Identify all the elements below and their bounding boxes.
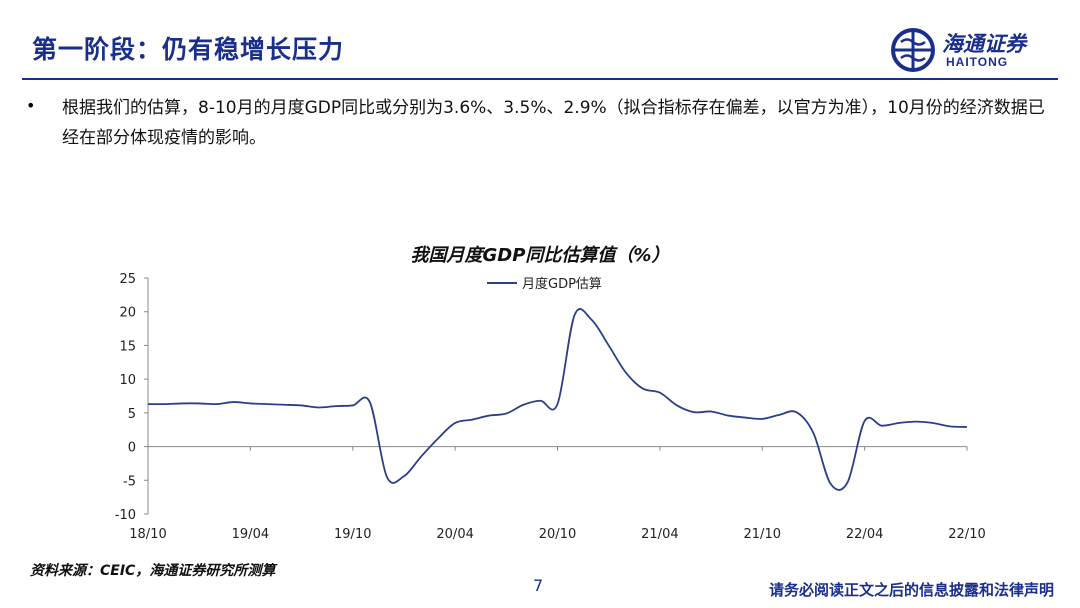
slide-title: 第一阶段：仍有稳增长压力 <box>32 35 345 64</box>
x-tick-label: 19/04 <box>232 527 269 542</box>
series-point <box>829 482 831 484</box>
y-tick-label: 15 <box>119 339 136 354</box>
series-point <box>454 422 456 424</box>
y-tick-label: -10 <box>115 508 136 523</box>
x-tick-label: 21/10 <box>744 527 781 542</box>
series-point <box>846 481 848 483</box>
series-point <box>232 401 234 403</box>
source-note: 资料来源：CEIC，海通证券研究所测算 <box>30 563 276 579</box>
series-point <box>880 424 882 426</box>
series-point <box>949 425 951 427</box>
legend-label: 月度GDP估算 <box>522 276 602 292</box>
series-point <box>932 422 934 424</box>
page-number: 7 <box>533 576 544 595</box>
y-tick-label: 0 <box>128 441 136 456</box>
series-point <box>403 475 405 477</box>
series-point <box>761 418 763 420</box>
x-tick-label: 20/04 <box>436 527 473 542</box>
series-point <box>898 422 900 424</box>
disclaimer-link[interactable]: 请务必阅读正文之后的信息披露和法律声明 <box>768 581 1054 599</box>
series-point <box>573 314 575 316</box>
y-tick-label: 25 <box>119 272 136 287</box>
x-tick-label: 19/10 <box>334 527 371 542</box>
x-tick-label: 22/04 <box>846 527 883 542</box>
y-tick-label: 10 <box>119 373 136 388</box>
y-tick-label: 20 <box>119 306 136 321</box>
series-point <box>283 404 285 406</box>
series-point <box>198 402 200 404</box>
series-point <box>522 404 524 406</box>
company-logo: 海通证券 HAITONG <box>888 26 1058 74</box>
series-point <box>386 476 388 478</box>
x-tick-label: 18/10 <box>129 527 166 542</box>
series-point <box>369 401 371 403</box>
y-tick-label: -5 <box>123 474 136 489</box>
series-point <box>317 406 319 408</box>
series-point <box>778 414 780 416</box>
series-point <box>607 344 609 346</box>
series-point <box>164 403 166 405</box>
series-point <box>266 403 268 405</box>
series-point <box>863 420 865 422</box>
series-point <box>915 420 917 422</box>
series-point <box>488 414 490 416</box>
series-point <box>505 412 507 414</box>
series-point <box>539 400 541 402</box>
series-point <box>727 414 729 416</box>
series-point <box>147 403 149 405</box>
series-point <box>181 402 183 404</box>
haitong-logo-icon <box>891 28 935 72</box>
bullet-text: 根据我们的估算，8-10月的月度GDP同比或分别为3.6%、3.5%、2.9%（… <box>62 98 1045 148</box>
series-point <box>471 418 473 420</box>
series-point <box>625 371 627 373</box>
series-point <box>659 391 661 393</box>
series-point <box>710 410 712 412</box>
series-point <box>352 404 354 406</box>
series-point <box>420 455 422 457</box>
series-point <box>744 416 746 418</box>
series-point <box>556 403 558 405</box>
series-point <box>676 404 678 406</box>
series-point <box>590 319 592 321</box>
series-point <box>437 437 439 439</box>
title-divider <box>22 78 1058 80</box>
series-point <box>300 404 302 406</box>
chart-title: 我国月度GDP同比估算值（%） <box>410 245 670 266</box>
x-tick-label: 20/10 <box>539 527 576 542</box>
series-point <box>812 432 814 434</box>
x-tick-label: 22/10 <box>948 527 985 542</box>
series-point <box>795 411 797 413</box>
logo-english-text: HAITONG <box>946 55 1009 69</box>
series-point <box>334 405 336 407</box>
series-point <box>693 411 695 413</box>
series-point <box>642 387 644 389</box>
series-point <box>966 426 968 428</box>
series-line-gdp <box>147 308 968 491</box>
series-point <box>249 402 251 404</box>
y-tick-label: 5 <box>128 407 136 422</box>
logo-chinese-text: 海通证券 <box>942 31 1026 56</box>
bullet-marker: • <box>26 96 36 115</box>
x-tick-label: 21/04 <box>641 527 678 542</box>
series-point <box>215 403 217 405</box>
